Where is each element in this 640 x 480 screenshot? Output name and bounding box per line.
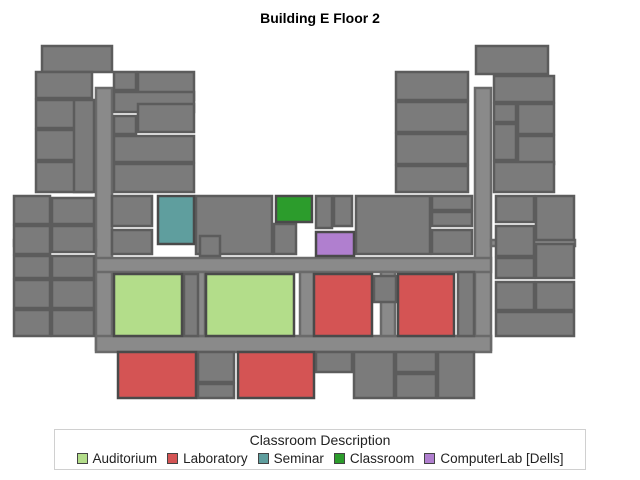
room [50,308,96,338]
room [430,210,474,228]
room [50,224,96,254]
corridor [94,86,114,352]
room [112,114,138,136]
room [12,254,52,280]
room [494,280,536,312]
room [394,70,470,102]
room [136,102,196,134]
room [516,102,556,136]
room [372,274,398,304]
room [394,164,470,194]
room [394,350,438,374]
map-title: Building E Floor 2 [260,10,380,26]
laboratory-room [312,272,374,338]
legend-title: Classroom Description [249,432,391,448]
rooms [12,44,576,400]
room [12,194,52,226]
room [430,228,474,256]
classroom-rooms [112,194,456,400]
room [534,194,576,242]
room [198,234,222,258]
room [494,256,536,280]
legend-swatch-laboratory [167,453,179,464]
room [516,134,556,166]
legend-swatch-computerlab [424,453,436,464]
room [112,162,196,194]
room [72,98,96,194]
room [494,224,536,258]
room [110,194,154,228]
corridor [473,86,493,352]
legend-label-auditorium: Auditorium [92,451,158,466]
room [314,194,334,230]
room [492,102,518,124]
room [534,242,576,280]
legend-label-laboratory: Laboratory [183,451,248,466]
room [494,310,576,338]
room [112,70,138,92]
room [394,372,438,400]
room [196,350,236,384]
legend-item-computerlab: ComputerLab [Dells] [424,451,563,466]
room [394,132,470,166]
room [34,70,94,100]
room [110,228,154,256]
room [12,224,52,256]
room [12,278,52,310]
laboratory-room [116,350,198,400]
room [394,100,470,134]
room [194,194,274,256]
legend-item-laboratory: Laboratory [167,451,248,466]
auditorium-room [112,272,184,338]
room [534,280,576,312]
legend-items: Auditorium Laboratory Seminar Classroom … [55,451,585,466]
room [272,222,298,256]
legend-item-classroom: Classroom [333,451,415,466]
room [494,194,536,224]
legend-swatch-seminar [257,453,269,464]
room [354,194,432,256]
legend: Classroom Description Auditorium Laborat… [54,429,586,470]
room [196,382,236,400]
laboratory-room [236,350,316,400]
room [50,254,96,280]
corridor [298,270,316,338]
room [112,134,196,164]
room [492,74,556,104]
laboratory-room [396,272,456,338]
corridor [94,256,493,274]
room [436,350,476,400]
room [314,350,354,374]
floor-plan-map [12,44,577,400]
legend-label-classroom: Classroom [349,451,415,466]
legend-item-seminar: Seminar [257,451,324,466]
legend-swatch-auditorium [76,453,88,464]
room [492,122,518,162]
room [40,44,114,74]
room [492,160,556,194]
legend-swatch-classroom [333,453,345,464]
room [456,270,476,338]
room [332,194,354,228]
room [50,278,96,310]
auditorium-room [204,272,296,338]
computerlab-room [314,230,356,258]
room [182,272,200,338]
legend-item-auditorium: Auditorium [76,451,158,466]
seminar-room [156,194,196,246]
corridor [94,334,493,354]
room [430,194,474,212]
room [474,44,550,76]
room [12,308,52,338]
classroom-room [274,194,314,224]
room [50,196,96,226]
legend-label-seminar: Seminar [273,451,324,466]
legend-label-computerlab: ComputerLab [Dells] [440,451,564,466]
room [352,350,396,400]
